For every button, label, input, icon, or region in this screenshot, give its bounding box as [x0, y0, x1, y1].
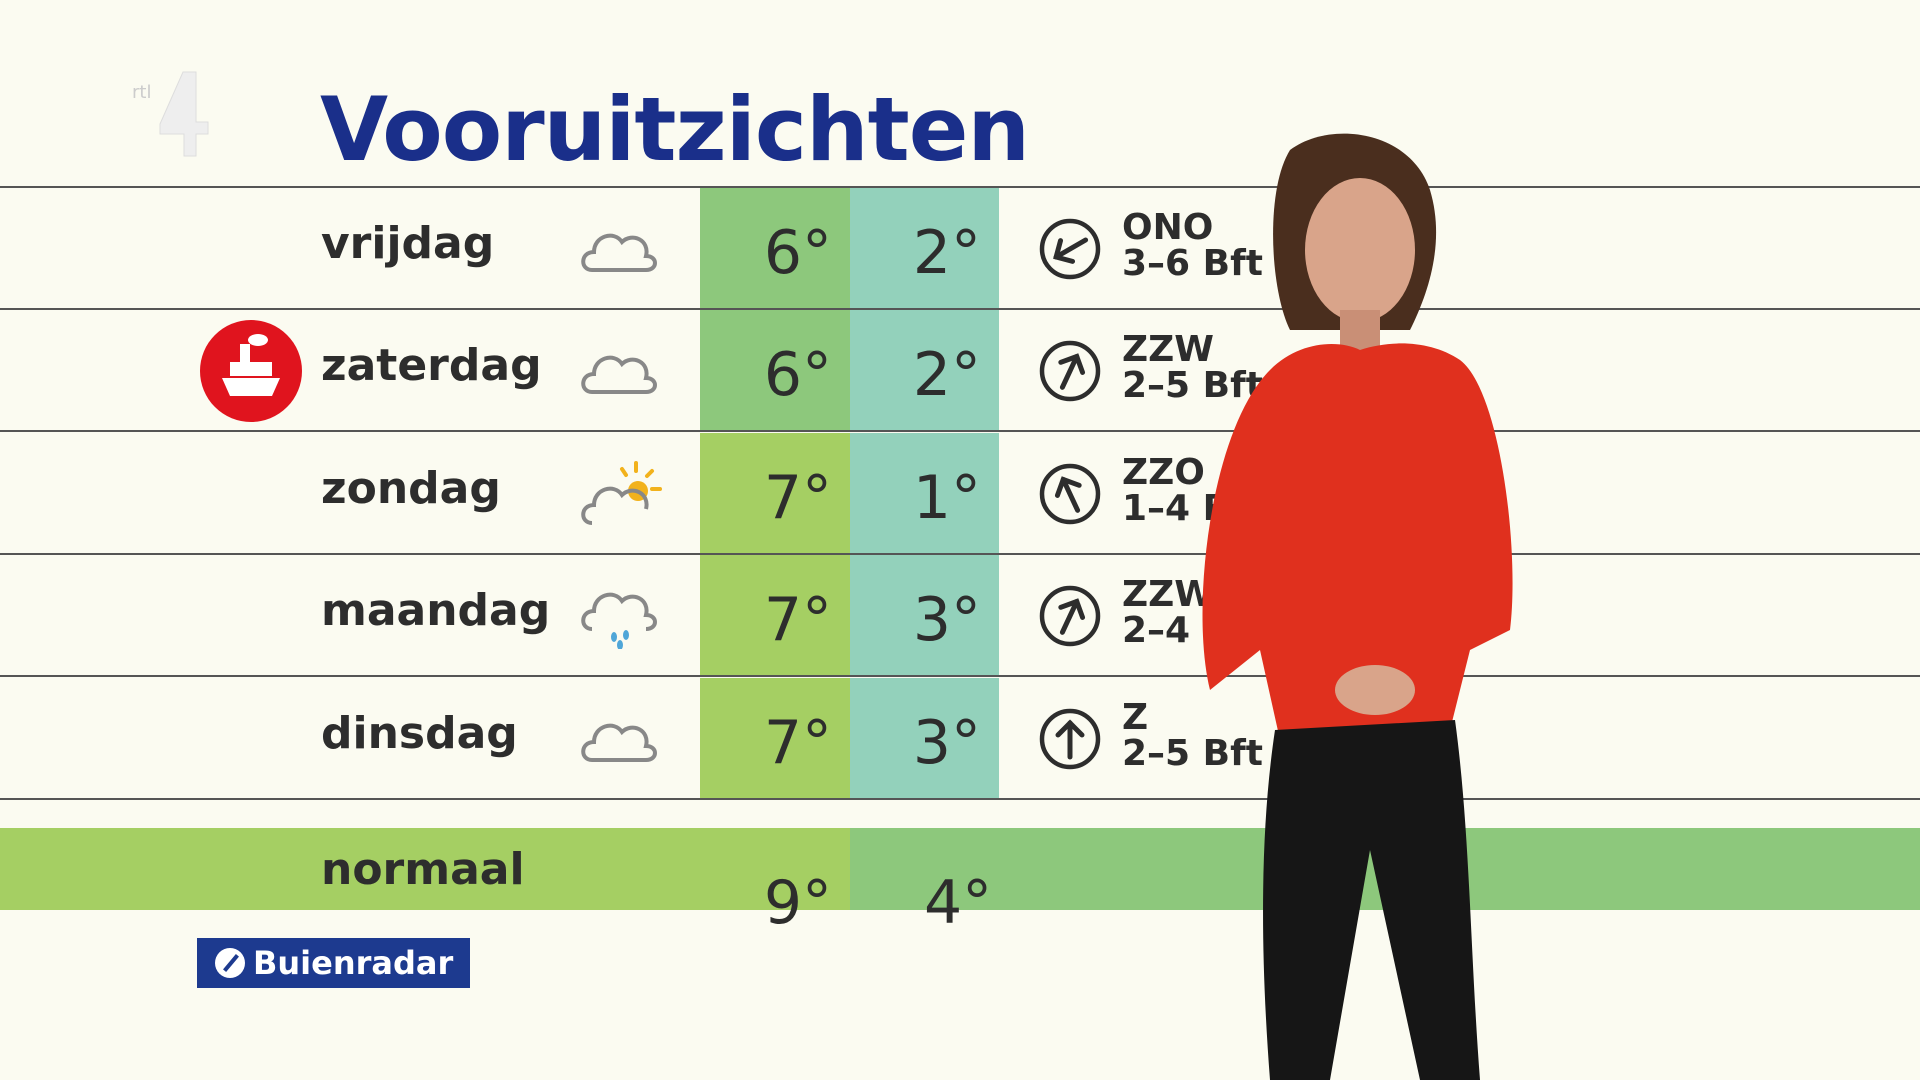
cloud-sun-icon [581, 460, 662, 525]
page-title: Vooruitzichten [320, 78, 1030, 181]
buienradar-text: Buienradar [253, 944, 454, 982]
divider [0, 430, 1920, 433]
max-temp: 7° [763, 585, 832, 656]
min-temp-cell: 3° [850, 677, 999, 800]
wind-direction: ZZW [1122, 574, 1214, 616]
max-temp-cell: 7° [700, 432, 850, 555]
max-temp: 6° [763, 218, 832, 288]
wind-direction: ONO [1122, 207, 1214, 248]
wind-force: 2–5 Bft [1122, 365, 1263, 407]
ferry-icon [200, 320, 302, 423]
wind-direction: ZZW [1122, 329, 1214, 371]
forecast-row: 7° 3° dinsdag Z 2–5 Bft [0, 677, 1920, 800]
buienradar-icon [215, 948, 245, 978]
cloud-icon [581, 356, 657, 395]
wind-arrow-icon [1039, 708, 1101, 769]
cloud-icon [581, 723, 657, 762]
min-temp: 2° [912, 218, 981, 288]
forecast-row: 6° 2° vrijdag ONO 3–6 Bft [0, 188, 1920, 310]
cloud-icon [581, 233, 657, 272]
day-label: maandag [321, 585, 551, 637]
day-label: dinsdag [321, 707, 518, 759]
wind-arrow-icon [1039, 218, 1101, 280]
divider [0, 552, 1920, 555]
min-temp-cell: 1° [850, 432, 999, 555]
day-label: zondag [321, 462, 501, 514]
divider [0, 186, 1920, 188]
wind-text: ONO 3–6 Bft [1122, 210, 1263, 282]
forecast-row: 6° 2° zaterdag ZZW 2–5 Bft [0, 310, 1920, 433]
wind-text: ZZW 2–5 Bft [1122, 332, 1263, 404]
day-label: zaterdag [321, 340, 542, 392]
normal-max: 9° [763, 868, 832, 938]
normal-min: 4° [924, 868, 993, 938]
svg-text:rtl: rtl [132, 82, 151, 103]
divider [0, 675, 1920, 678]
wind-text: Z 2–5 Bft [1122, 696, 1263, 774]
wind-force: 2–5 Bft [1122, 732, 1263, 774]
forecast-row: 7° 1° zondag ZZO 1–4 Bft [0, 432, 1920, 555]
min-temp-cell: 2° [850, 188, 999, 310]
wind-direction: Z [1122, 696, 1149, 738]
presenter [1202, 133, 1513, 1080]
min-temp-cell: 3° [850, 555, 999, 678]
wind-force: 3–6 Bft [1122, 243, 1263, 284]
min-temp: 3° [912, 585, 981, 656]
day-label: vrijdag [321, 218, 495, 269]
max-temp-cell: 7° [700, 677, 850, 800]
max-temp: 7° [763, 462, 832, 533]
wind-arrow-icon [1039, 463, 1101, 525]
max-temp: 7° [763, 707, 832, 778]
max-temp-cell: 7° [700, 555, 850, 678]
max-temp-cell: 6° [700, 188, 850, 310]
divider [0, 308, 1920, 310]
wind-arrow-icon [1039, 585, 1101, 647]
wind-direction: ZZO [1122, 451, 1205, 493]
divider [0, 797, 1920, 800]
normal-label: normaal [321, 844, 525, 895]
wind-arrow-icon [1039, 341, 1101, 402]
max-temp: 6° [763, 340, 832, 411]
min-temp-cell: 2° [850, 310, 999, 433]
min-temp: 1° [912, 462, 981, 533]
max-temp-cell: 6° [700, 310, 850, 433]
rtl4-logo: rtl [132, 71, 209, 157]
cloud-rain-icon [581, 592, 657, 650]
min-temp: 2° [912, 340, 981, 411]
min-temp: 3° [912, 707, 981, 778]
buienradar-logo: Buienradar [197, 938, 470, 988]
